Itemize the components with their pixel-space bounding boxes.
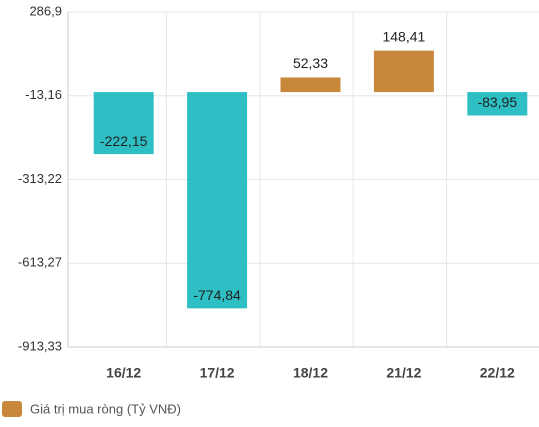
legend-swatch (2, 401, 22, 417)
data-label: -222,15 (100, 133, 148, 149)
bar (467, 92, 528, 116)
data-label: 52,33 (293, 55, 328, 71)
x-tick-label: 18/12 (293, 365, 328, 381)
bar (280, 77, 341, 93)
legend-label: Giá trị mua ròng (Tỷ VNĐ) (30, 401, 181, 416)
x-tick-label: 22/12 (480, 365, 515, 381)
bar (187, 92, 248, 309)
x-tick-label: 16/12 (106, 365, 141, 381)
x-tick-label: 21/12 (386, 365, 421, 381)
data-label: -83,95 (477, 94, 517, 110)
data-label: 148,41 (382, 28, 425, 44)
y-tick-label: 286,9 (29, 3, 62, 18)
bar (373, 50, 434, 93)
bar (93, 92, 154, 155)
y-tick-label: -13,16 (25, 87, 62, 102)
data-label: -774,84 (193, 287, 241, 303)
y-tick-label: -313,22 (18, 171, 62, 186)
x-tick-label: 17/12 (200, 365, 235, 381)
y-tick-label: -913,33 (18, 338, 62, 353)
y-tick-label: -613,27 (18, 255, 62, 270)
